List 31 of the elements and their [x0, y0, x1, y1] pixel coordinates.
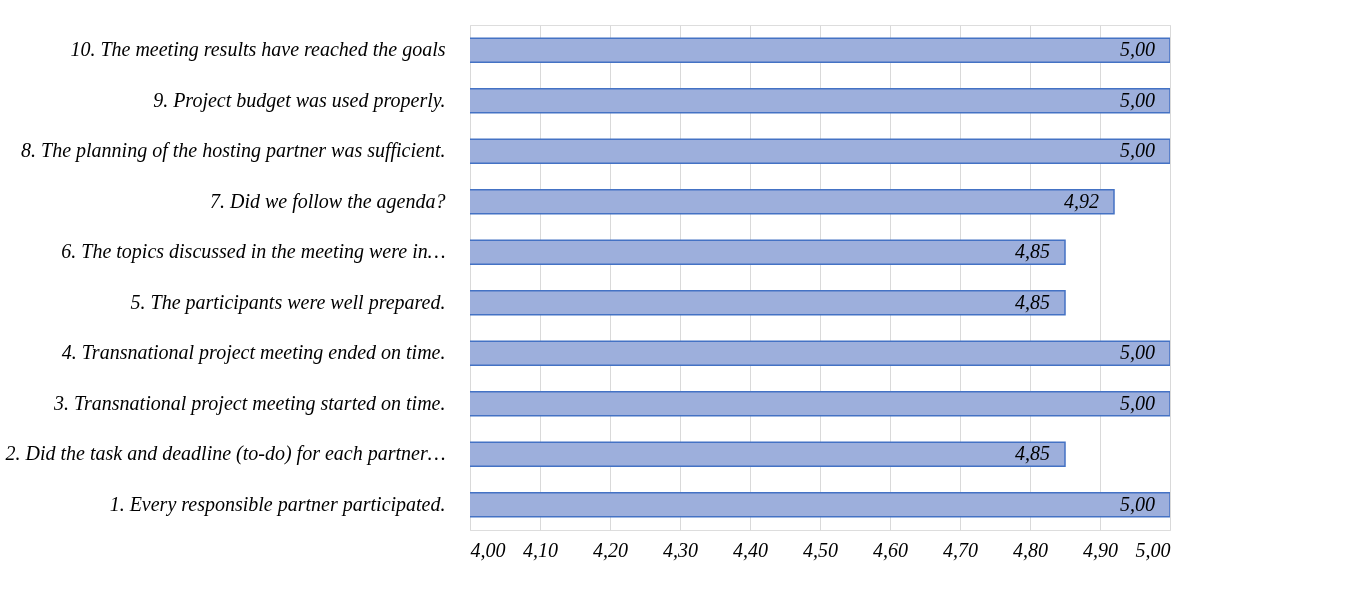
x-tick-label: 4,00: [470, 538, 506, 561]
data-label: 4,85: [1015, 442, 1050, 465]
x-tick-label: 4,40: [733, 538, 768, 561]
y-tick-label: 8. The planning of the hosting partner was sufficient.: [21, 139, 446, 163]
x-tick-label: 4,20: [593, 538, 628, 561]
data-label: 5,00: [1120, 38, 1155, 61]
data-label: 5,00: [1120, 88, 1155, 111]
x-tick-label: 4,90: [1083, 538, 1118, 561]
x-tick-label: 4,50: [803, 538, 838, 561]
data-label: 4,85: [1015, 240, 1050, 263]
y-tick-label: 10. The meeting results have reached the goals: [70, 38, 446, 62]
x-tick-label: 4,10: [523, 538, 558, 561]
y-tick-label: 4. Transnational project meeting ended on time.: [61, 341, 446, 365]
data-label: 4,85: [1015, 290, 1050, 313]
x-tick-label: 4,60: [873, 538, 908, 561]
y-tick-label: 5. The participants were well prepared.: [130, 290, 446, 314]
x-tick-label: 4,30: [663, 538, 698, 561]
data-label: 5,00: [1120, 391, 1155, 414]
y-tick-label: 2. Did the task and deadline (to-do) for each partner…: [5, 442, 446, 466]
y-tick-label: 7. Did we follow the agenda?: [209, 189, 446, 213]
data-label: 5,00: [1120, 139, 1155, 162]
y-tick-label: 6. The topics discussed in the meeting were in…: [61, 240, 446, 264]
x-tick-label: 5,00: [1135, 538, 1171, 561]
data-label: 5,00: [1120, 341, 1155, 364]
x-tick-label: 4,70: [943, 538, 978, 561]
data-label: 5,00: [1120, 492, 1155, 515]
data-label: 4,92: [1064, 189, 1099, 212]
y-tick-label: 3. Transnational project meeting started on time.: [53, 391, 446, 415]
x-tick-label: 4,80: [1013, 538, 1048, 561]
y-tick-label: 9. Project budget was used properly.: [153, 88, 446, 112]
y-tick-label: 1. Every responsible partner participated.: [109, 492, 446, 516]
